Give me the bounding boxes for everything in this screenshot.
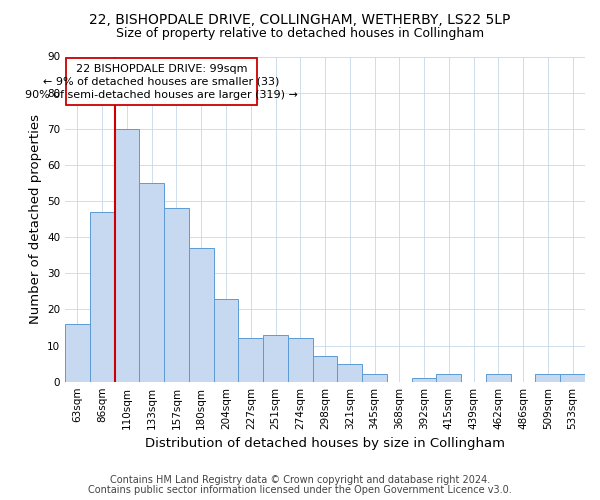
Bar [313,356,337,382]
Text: 22 BISHOPDALE DRIVE: 99sqm: 22 BISHOPDALE DRIVE: 99sqm [76,64,247,74]
Bar [90,212,115,382]
Text: Contains HM Land Registry data © Crown copyright and database right 2024.: Contains HM Land Registry data © Crown c… [110,475,490,485]
FancyBboxPatch shape [67,58,257,106]
Bar [65,324,90,382]
Bar [238,338,263,382]
Bar [362,374,387,382]
Bar [115,129,139,382]
Bar [214,298,238,382]
Text: 22, BISHOPDALE DRIVE, COLLINGHAM, WETHERBY, LS22 5LP: 22, BISHOPDALE DRIVE, COLLINGHAM, WETHER… [89,12,511,26]
Bar [436,374,461,382]
Text: 90% of semi-detached houses are larger (319) →: 90% of semi-detached houses are larger (… [25,90,298,100]
Bar [139,183,164,382]
Bar [560,374,585,382]
Bar [189,248,214,382]
Bar [164,208,189,382]
X-axis label: Distribution of detached houses by size in Collingham: Distribution of detached houses by size … [145,437,505,450]
Text: ← 9% of detached houses are smaller (33): ← 9% of detached houses are smaller (33) [43,77,280,87]
Text: Size of property relative to detached houses in Collingham: Size of property relative to detached ho… [116,28,484,40]
Bar [337,364,362,382]
Bar [263,334,288,382]
Y-axis label: Number of detached properties: Number of detached properties [29,114,41,324]
Bar [288,338,313,382]
Bar [412,378,436,382]
Bar [535,374,560,382]
Bar [486,374,511,382]
Text: Contains public sector information licensed under the Open Government Licence v3: Contains public sector information licen… [88,485,512,495]
